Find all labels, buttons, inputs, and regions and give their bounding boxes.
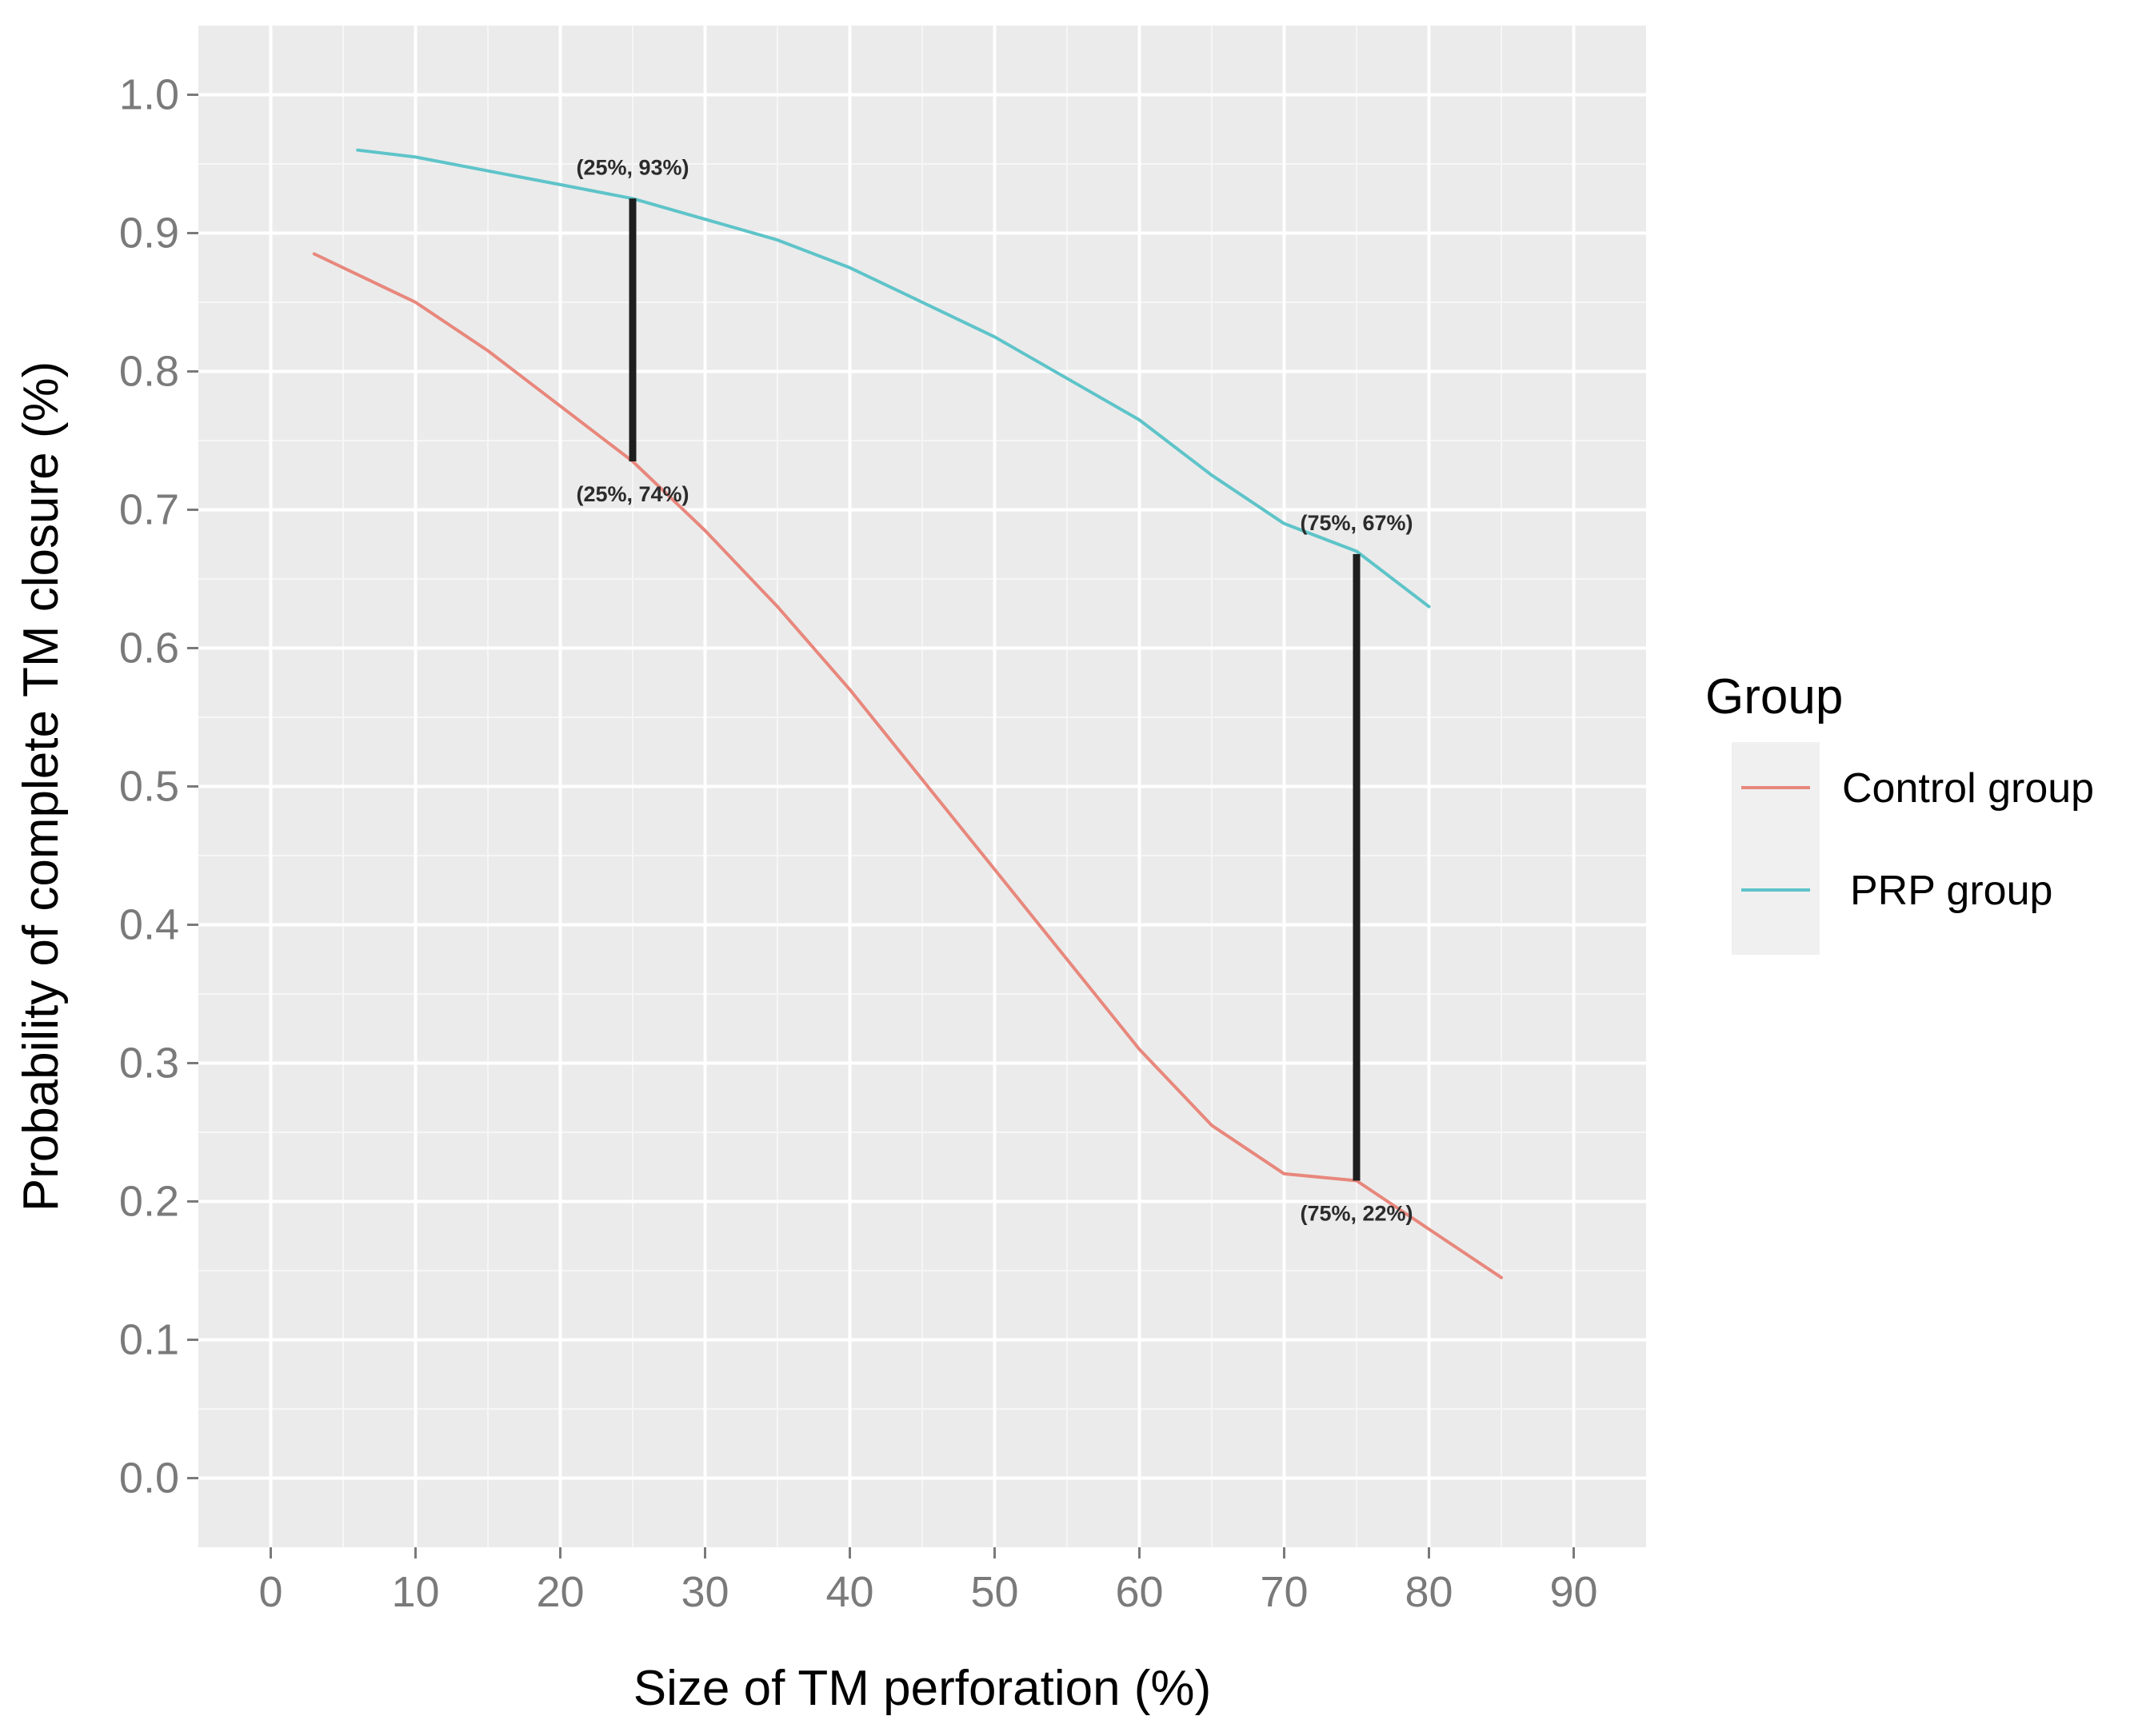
x-tick-label: 60: [1115, 1568, 1163, 1616]
annotations: (25%, 93%) (25%, 74%) (75%, 67%) (75%, 22%): [576, 155, 1413, 1225]
x-tick-label: 10: [391, 1568, 439, 1616]
y-axis-title: Probability of complete TM closure (%): [14, 361, 69, 1212]
y-tick-label: 0.9: [119, 210, 179, 257]
x-tick-label: 90: [1549, 1568, 1597, 1616]
annotation-label-top: (75%, 67%): [1300, 511, 1413, 535]
y-axis: 0.0 0.1 0.2 0.3 0.4 0.5 0.6 0.7 0.8 0.9 1.0: [119, 71, 198, 1503]
annotation-label-bottom: (75%, 22%): [1300, 1202, 1413, 1226]
x-axis-title: Size of TM perforation (%): [633, 1661, 1211, 1716]
y-tick-label: 0.7: [119, 486, 179, 534]
y-tick-label: 0.3: [119, 1040, 179, 1087]
legend-key-background: [1732, 742, 1820, 955]
x-tick-label: 30: [681, 1568, 729, 1616]
y-tick-label: 0.5: [119, 763, 179, 811]
x-tick-label: 40: [825, 1568, 873, 1616]
y-tick-label: 0.4: [119, 901, 179, 949]
legend: Group Control group PRP group: [1705, 669, 2094, 955]
x-tick-label: 20: [536, 1568, 584, 1616]
legend-label-control-group: Control group: [1842, 765, 2094, 812]
legend-items: Control group PRP group: [1741, 765, 2094, 914]
legend-title: Group: [1705, 669, 1843, 724]
x-tick-label: 70: [1260, 1568, 1308, 1616]
series-line-prp-group: [356, 148, 1431, 609]
y-tick-label: 0.8: [119, 348, 179, 396]
y-tick-label: 0.1: [119, 1316, 179, 1364]
series-lines: [312, 148, 1503, 1279]
y-tick-label: 0.0: [119, 1455, 179, 1503]
x-tick-label: 80: [1405, 1568, 1453, 1616]
annotation-label-top: (25%, 93%): [576, 155, 689, 179]
y-tick-label: 0.2: [119, 1178, 179, 1226]
y-tick-label: 0.6: [119, 625, 179, 672]
legend-label-prp-group: PRP group: [1850, 868, 2052, 914]
series-line-control-group: [312, 252, 1503, 1279]
grid-major: [198, 26, 1646, 1547]
y-tick-label: 1.0: [119, 71, 179, 119]
x-axis: 0 10 20 30 40 50 60 70 80 90: [258, 1547, 1598, 1616]
x-tick-label: 0: [258, 1568, 282, 1616]
annotation-label-bottom: (25%, 74%): [576, 482, 689, 506]
x-tick-label: 50: [970, 1568, 1018, 1616]
